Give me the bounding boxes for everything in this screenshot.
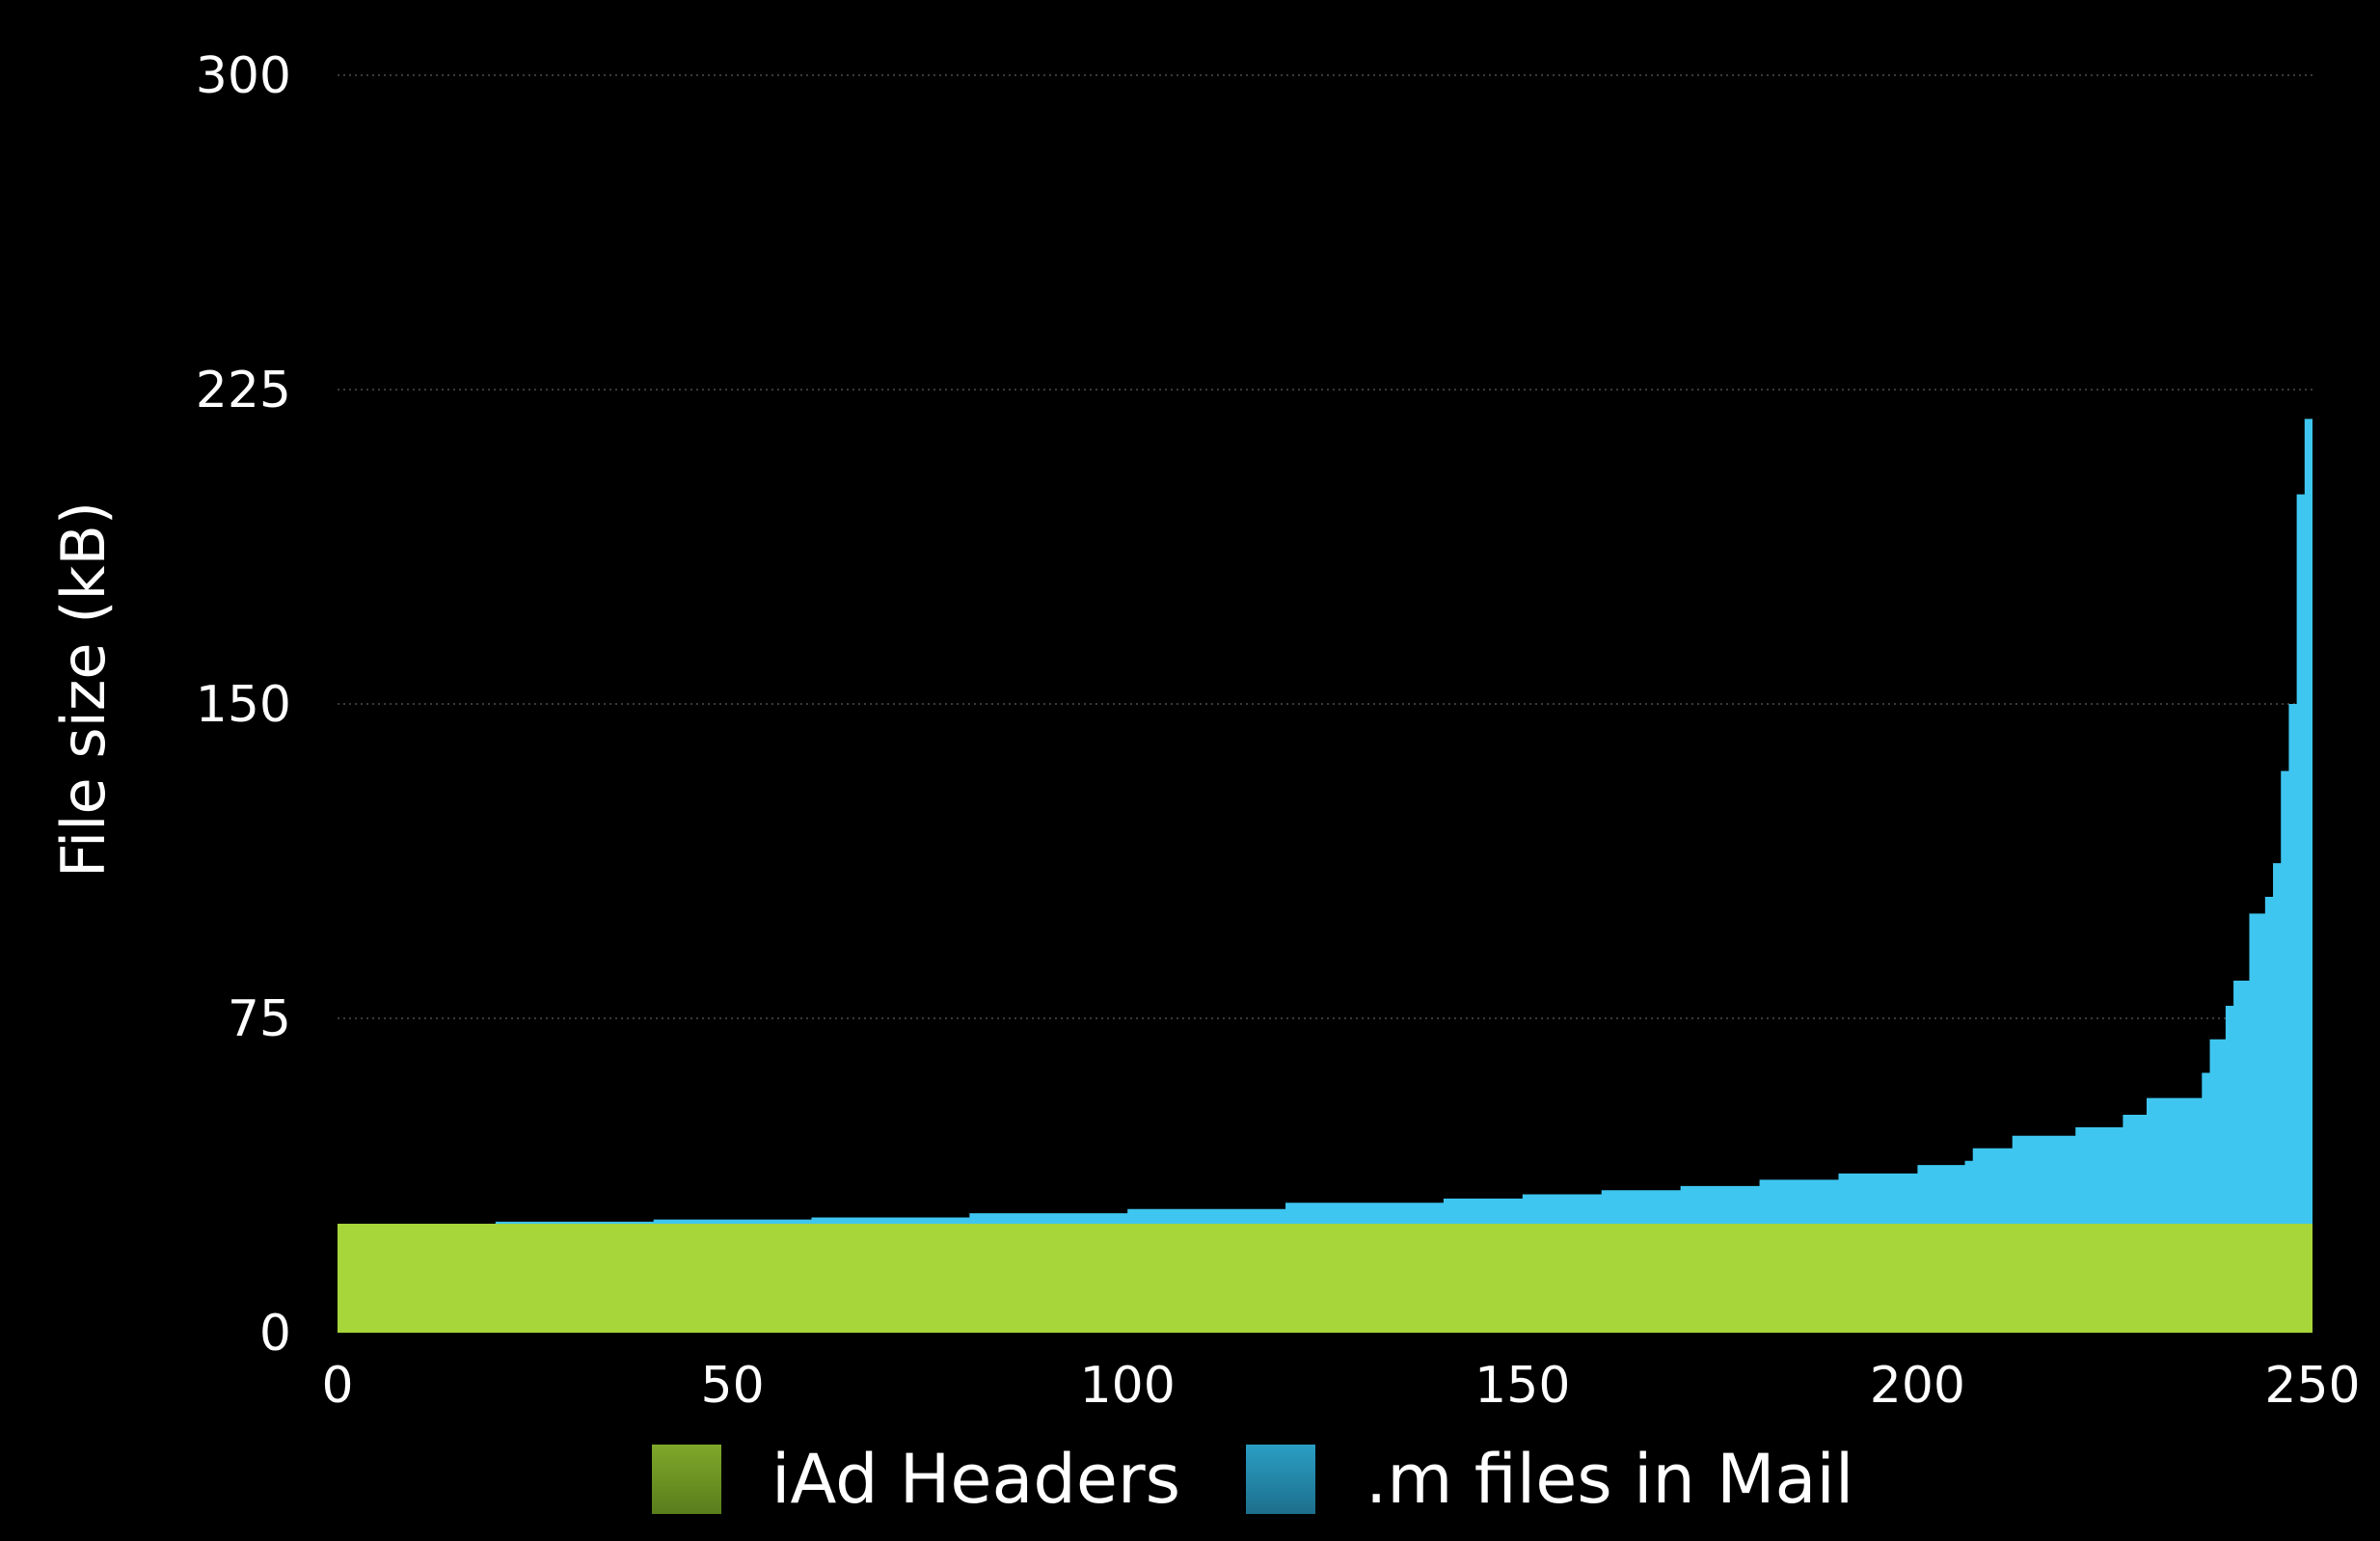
x-tick-label: 50: [701, 1357, 765, 1415]
x-tick-label: 200: [1870, 1357, 1965, 1415]
x-tick-label: 100: [1080, 1357, 1176, 1415]
y-tick-label: 0: [259, 1305, 291, 1363]
plot-area: [338, 390, 2312, 1333]
legend-label: iAd Headers: [771, 1440, 1180, 1519]
grid-lines: [338, 74, 2312, 1019]
y-tick-label: 300: [196, 47, 291, 105]
x-axis: 0 50 100 150 200 250: [321, 1357, 2360, 1415]
y-tick-label: 225: [196, 362, 291, 419]
y-tick-label: 75: [228, 990, 291, 1048]
legend-label: .m files in Mail: [1366, 1440, 1853, 1519]
y-axis-label: File size (kB): [48, 501, 119, 878]
series-area-m-files: [338, 390, 2312, 1333]
legend-swatch-m-files: [1246, 1445, 1315, 1514]
legend-swatch-iad-headers: [652, 1445, 721, 1514]
x-tick-label: 150: [1474, 1357, 1570, 1415]
y-axis: 0 75 150 225 300: [196, 47, 291, 1363]
series-area-iad-headers: [338, 1223, 2312, 1333]
x-tick-label: 0: [321, 1357, 353, 1415]
y-tick-label: 150: [196, 676, 291, 734]
legend: iAd Headers .m files in Mail: [652, 1440, 1853, 1519]
x-tick-label: 250: [2264, 1357, 2360, 1415]
